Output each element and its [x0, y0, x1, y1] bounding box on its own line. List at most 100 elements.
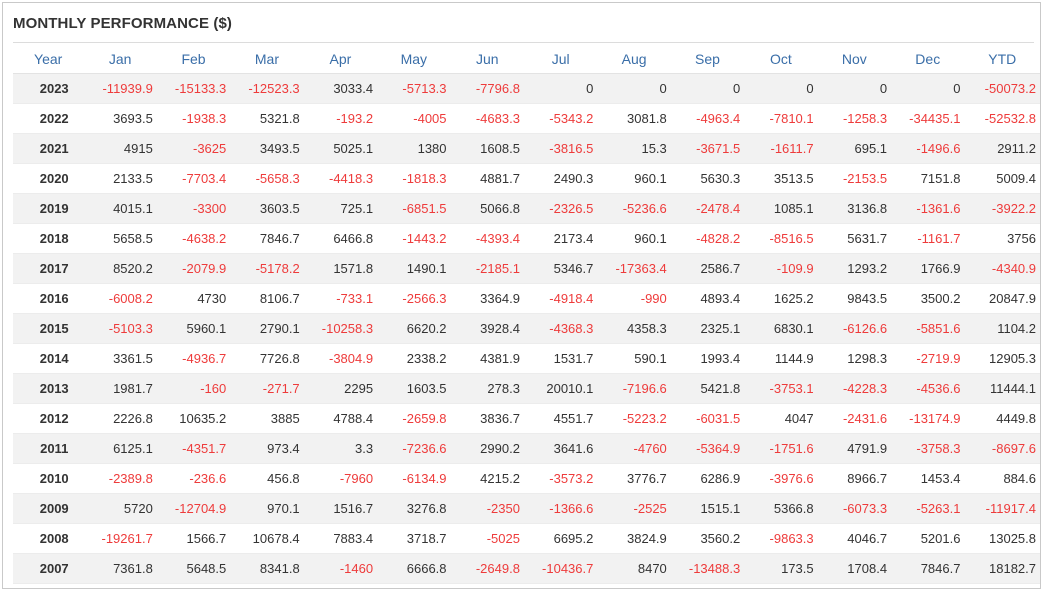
column-header-ytd[interactable]: YTD: [964, 45, 1040, 74]
month-value-cell: 2338.2: [377, 343, 451, 374]
month-value-cell: 15.3: [597, 133, 671, 164]
month-value-cell: 1981.7: [83, 373, 157, 404]
month-value-cell: 1516.7: [303, 493, 378, 524]
month-value-cell: 3500.2: [891, 283, 965, 314]
month-value-cell: 4551.7: [523, 403, 598, 434]
month-value-cell: 2490.3: [523, 163, 598, 194]
month-value-cell: 1603.5: [377, 373, 451, 404]
month-value-cell: -7796.8: [450, 73, 524, 104]
month-value-cell: 960.1: [597, 223, 671, 254]
month-value-cell: 8341.8: [230, 553, 304, 584]
year-cell: 2018: [13, 223, 84, 254]
month-value-cell: 8470: [597, 553, 671, 584]
column-header-mar[interactable]: Mar: [230, 45, 304, 74]
column-header-oct[interactable]: Oct: [744, 45, 818, 74]
column-header-dec[interactable]: Dec: [891, 45, 965, 74]
month-value-cell: 3081.8: [597, 103, 671, 134]
month-value-cell: 3885: [230, 403, 304, 434]
month-value-cell: 6286.9: [670, 463, 745, 494]
month-value-cell: -1496.6: [891, 133, 965, 164]
month-value-cell: 9843.5: [817, 283, 892, 314]
column-header-jun[interactable]: Jun: [450, 45, 524, 74]
month-value-cell: -5343.2: [523, 103, 598, 134]
month-value-cell: -1751.6: [744, 433, 818, 464]
month-value-cell: -10258.3: [303, 313, 378, 344]
month-value-cell: -2389.8: [83, 463, 157, 494]
table-row: 2007 7361.8 5648.5 8341.8 -1460 6666.8 -2649.8…: [13, 553, 1040, 584]
month-value-cell: -3300: [156, 193, 231, 224]
month-value-cell: -2566.3: [377, 283, 451, 314]
month-value-cell: 4915: [83, 133, 157, 164]
month-value-cell: -3976.6: [744, 463, 818, 494]
month-value-cell: -11939.9: [83, 73, 157, 104]
ytd-cell: 12905.3: [964, 343, 1040, 374]
month-value-cell: -17363.4: [597, 253, 671, 284]
month-value-cell: -3753.1: [744, 373, 818, 404]
month-value-cell: 5630.3: [670, 163, 745, 194]
month-value-cell: -4351.7: [156, 433, 231, 464]
month-value-cell: 3276.8: [377, 493, 451, 524]
month-value-cell: 8106.7: [230, 283, 304, 314]
column-header-jan[interactable]: Jan: [83, 45, 157, 74]
month-value-cell: 173.5: [744, 553, 818, 584]
column-header-apr[interactable]: Apr: [303, 45, 378, 74]
month-value-cell: 7846.7: [230, 223, 304, 254]
year-cell: 2008: [13, 523, 84, 554]
column-header-feb[interactable]: Feb: [156, 45, 231, 74]
panel-title: MONTHLY PERFORMANCE ($): [13, 15, 232, 32]
table-row: 2017 8520.2 -2079.9 -5178.2 1571.8 1490.1 -218…: [13, 253, 1040, 284]
column-header-sep[interactable]: Sep: [670, 45, 745, 74]
table-row: 2018 5658.5 -4638.2 7846.7 6466.8 -1443.2 -439…: [13, 223, 1040, 254]
month-value-cell: -5103.3: [83, 313, 157, 344]
month-value-cell: 10635.2: [156, 403, 231, 434]
month-value-cell: -4228.3: [817, 373, 892, 404]
month-value-cell: -7810.1: [744, 103, 818, 134]
column-header-year[interactable]: Year: [13, 45, 84, 74]
month-value-cell: 5066.8: [450, 193, 524, 224]
month-value-cell: 5421.8: [670, 373, 745, 404]
month-value-cell: 3493.5: [230, 133, 304, 164]
month-value-cell: 4730: [156, 283, 231, 314]
month-value-cell: -3758.3: [891, 433, 965, 464]
ytd-cell: 4449.8: [964, 403, 1040, 434]
month-value-cell: -236.6: [156, 463, 231, 494]
month-value-cell: -6031.5: [670, 403, 745, 434]
column-header-aug[interactable]: Aug: [597, 45, 671, 74]
month-value-cell: -2153.5: [817, 163, 892, 194]
month-value-cell: -160: [156, 373, 231, 404]
month-value-cell: 2226.8: [83, 403, 157, 434]
month-value-cell: 3033.4: [303, 73, 378, 104]
ytd-cell: -4340.9: [964, 253, 1040, 284]
month-value-cell: 1708.4: [817, 553, 892, 584]
month-value-cell: 590.1: [597, 343, 671, 374]
column-header-may[interactable]: May: [377, 45, 451, 74]
year-cell: 2007: [13, 553, 84, 584]
ytd-cell: 18182.7: [964, 553, 1040, 584]
month-value-cell: 3718.7: [377, 523, 451, 554]
year-cell: 2015: [13, 313, 84, 344]
month-value-cell: 725.1: [303, 193, 378, 224]
month-value-cell: -1938.3: [156, 103, 231, 134]
table-header-row: Year Jan Feb Mar Apr May Jun Jul Aug Sep…: [13, 45, 1040, 74]
ytd-cell: -50073.2: [964, 73, 1040, 104]
month-value-cell: 1608.5: [450, 133, 524, 164]
month-value-cell: -733.1: [303, 283, 378, 314]
month-value-cell: -12704.9: [156, 493, 231, 524]
table-row: 2008 -19261.7 1566.7 10678.4 7883.4 3718.7 -50…: [13, 523, 1040, 554]
month-value-cell: 1571.8: [303, 253, 378, 284]
column-header-nov[interactable]: Nov: [817, 45, 892, 74]
title-divider: [13, 42, 1034, 43]
table-row: 2020 2133.5 -7703.4 -5658.3 -4418.3 -1818.3 48…: [13, 163, 1040, 194]
month-value-cell: -5364.9: [670, 433, 745, 464]
column-header-jul[interactable]: Jul: [523, 45, 598, 74]
month-value-cell: -7236.6: [377, 433, 451, 464]
month-value-cell: -12523.3: [230, 73, 304, 104]
ytd-cell: 3756: [964, 223, 1040, 254]
month-value-cell: 20010.1: [523, 373, 598, 404]
month-value-cell: 3364.9: [450, 283, 524, 314]
monthly-performance-table: Year Jan Feb Mar Apr May Jun Jul Aug Sep…: [13, 45, 1040, 584]
ytd-cell: -11917.4: [964, 493, 1040, 524]
month-value-cell: -4683.3: [450, 103, 524, 134]
ytd-cell: 11444.1: [964, 373, 1040, 404]
